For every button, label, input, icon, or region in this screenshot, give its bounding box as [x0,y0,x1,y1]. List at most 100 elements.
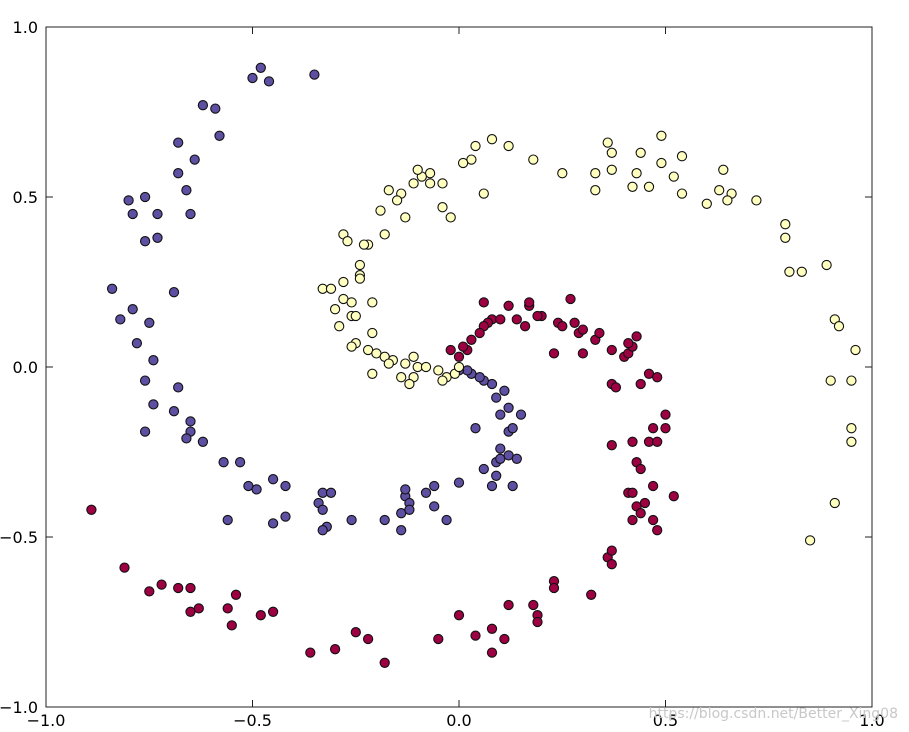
scatter-point [247,72,258,84]
scatter-point [557,168,568,179]
scatter-point [358,239,370,250]
scatter-point [263,76,275,87]
scatter-point [173,382,184,393]
scatter-point [635,463,646,475]
scatter-point [635,147,646,158]
scatter-point [267,474,279,485]
scatter-point [457,341,469,352]
scatter-point [825,375,836,386]
scatter-point [528,599,539,611]
scatter-point [606,440,617,451]
series-1 [317,130,861,546]
scatter-point [652,525,663,536]
scatter-point [234,457,246,468]
y-tick-label: −0.5 [0,528,38,547]
scatter-point [503,599,514,611]
scatter-point [214,130,225,141]
scatter-point [453,477,465,488]
scatter-point [511,314,522,325]
scatter-point [647,423,659,434]
scatter-point [627,436,638,447]
scatter-point [429,480,440,492]
x-tick-label: −1.0 [27,711,66,730]
scatter-point [317,525,328,536]
scatter-point [123,195,134,206]
scatter-point [354,259,366,271]
scatter-point [829,497,840,509]
scatter-point [846,375,857,386]
scatter-point [280,480,291,492]
scatter-point [676,188,688,199]
scatter-point [478,463,489,475]
scatter-point [267,606,279,617]
scatter-point [519,321,531,332]
scatter-point [115,314,126,325]
scatter-point [445,344,456,356]
scatter-point [606,344,617,356]
scatter-point [577,348,589,359]
scatter-point [210,103,221,114]
scatter-point [486,134,498,145]
scatter-point [499,633,510,645]
scatter-point [532,310,543,322]
scatter-point [156,579,167,590]
scatter-point [701,198,712,209]
scatter-point [457,157,469,169]
scatter-point [437,178,448,189]
scatter-point [305,647,316,658]
scatter-point [846,436,857,447]
series-2 [86,293,679,668]
scatter-point [420,361,432,373]
scatter-point [780,219,791,230]
scatter-point [185,582,196,594]
scatter-point [643,181,655,192]
scatter-point [441,514,452,526]
scatter-point [325,283,337,294]
scatter-point [168,406,180,417]
scatter-point [486,623,498,634]
scatter-point [173,582,184,594]
scatter-point [230,589,242,600]
scatter-point [569,317,580,328]
scatter-point [420,487,432,498]
scatter-point [379,514,390,526]
scatter-point [404,504,415,515]
scatter-point [511,453,522,464]
scatter-point [821,259,832,271]
scatter-point [280,511,291,522]
scatter-point [627,181,638,192]
scatter-point [606,545,617,556]
scatter-point [139,426,151,437]
scatter-point [478,297,489,308]
scatter-point [396,372,407,383]
scatter-point [218,457,229,468]
scatter-point [627,514,638,526]
scatter-point [470,140,481,152]
scatter-point [590,185,601,196]
scatter-point [396,525,407,536]
scatter-point [148,355,159,366]
scatter-point [722,195,733,206]
scatter-point [148,399,159,410]
scatter-point [144,317,155,328]
scatter-point [317,504,328,515]
scatter-point [515,409,527,420]
scatter-point [577,324,589,335]
scatter-point [106,283,118,294]
scatter-point [850,344,861,356]
scatter-point [433,365,444,376]
scatter-point [635,378,646,390]
watermark-text: https://blog.csdn.net/Better_Xing08 [649,706,898,722]
x-tick-label: 0.5 [653,711,678,730]
scatter-point [226,620,237,631]
scatter-point [656,130,667,141]
scatter-point [503,140,514,152]
scatter-point [627,487,638,498]
scatter-point [412,164,423,175]
scatter-point [660,423,671,434]
scatter-point [173,137,184,148]
y-tick-label: 0.5 [13,188,38,207]
scatter-point [495,314,506,325]
plot-frame [45,26,873,708]
scatter-point [334,321,345,332]
